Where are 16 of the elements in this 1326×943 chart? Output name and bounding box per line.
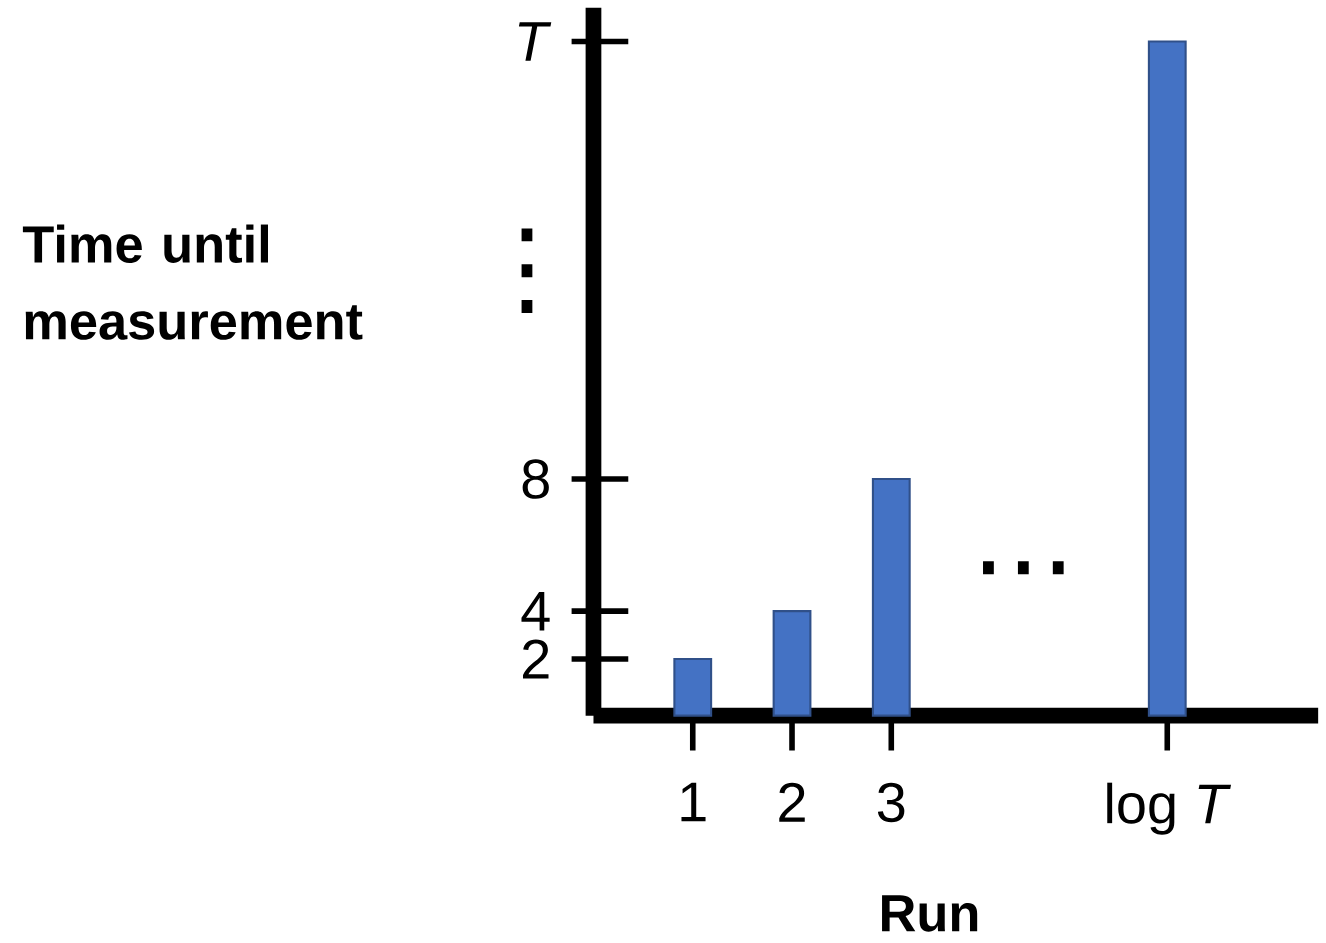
x-tick-label: 1	[681, 782, 706, 821]
annotation: ⋯	[983, 561, 1064, 575]
text: T	[518, 22, 552, 61]
bar	[772, 609, 812, 717]
bar	[1147, 40, 1187, 717]
x-tick-label: 2	[779, 782, 805, 822]
x-axis-title: Run	[882, 894, 978, 932]
text: 2	[523, 639, 549, 679]
x-tick-label: log T	[1107, 782, 1232, 835]
bar	[673, 657, 713, 717]
bar	[871, 477, 911, 717]
text: 8	[522, 459, 549, 499]
text: ⋮	[521, 228, 533, 313]
text: 4	[521, 591, 550, 631]
x-tick-label: 3	[877, 782, 905, 823]
y-axis-title: Time until measurement	[22, 224, 363, 340]
